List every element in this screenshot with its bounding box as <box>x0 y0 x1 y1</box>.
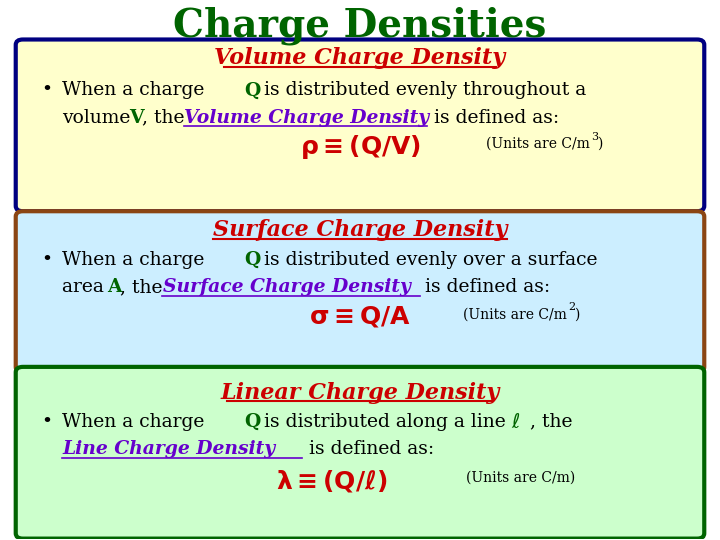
Text: •: • <box>41 413 52 430</box>
Text: is defined as:: is defined as: <box>419 279 550 296</box>
Text: is defined as:: is defined as: <box>428 109 559 127</box>
Text: Surface Charge Density: Surface Charge Density <box>163 279 410 296</box>
Text: •: • <box>41 251 52 269</box>
Text: Volume Charge Density: Volume Charge Density <box>215 48 505 69</box>
Text: is distributed evenly over a surface: is distributed evenly over a surface <box>258 251 598 269</box>
Text: , the: , the <box>120 279 169 296</box>
Text: Charge Densities: Charge Densities <box>174 7 546 45</box>
Text: Linear Charge Density: Linear Charge Density <box>220 382 500 403</box>
Text: , the: , the <box>530 413 572 430</box>
Text: 3: 3 <box>591 132 598 142</box>
Text: When a charge: When a charge <box>63 413 211 430</box>
Text: $\mathbf{\lambda \equiv (Q/\ell)}$: $\mathbf{\lambda \equiv (Q/\ell)}$ <box>276 468 387 494</box>
Text: 2: 2 <box>568 302 575 312</box>
Text: Surface Charge Density: Surface Charge Density <box>213 219 507 241</box>
Text: Q: Q <box>244 251 260 269</box>
Text: ): ) <box>575 307 580 321</box>
Text: , the: , the <box>142 109 191 127</box>
FancyBboxPatch shape <box>16 211 704 372</box>
Text: (Units are C/m: (Units are C/m <box>485 137 590 151</box>
Text: Line Charge Density: Line Charge Density <box>63 440 276 458</box>
Text: •: • <box>41 82 52 99</box>
Text: When a charge: When a charge <box>63 251 211 269</box>
Text: (Units are C/m: (Units are C/m <box>462 307 567 321</box>
Text: $\mathbf{\rho \equiv (Q/V)}$: $\mathbf{\rho \equiv (Q/V)}$ <box>300 133 420 161</box>
Text: is distributed evenly throughout a: is distributed evenly throughout a <box>258 82 586 99</box>
Text: Q: Q <box>244 82 260 99</box>
Text: Volume Charge Density: Volume Charge Density <box>184 109 429 127</box>
Text: $\ell$: $\ell$ <box>510 411 520 431</box>
Text: V: V <box>129 109 144 127</box>
Text: $\mathbf{\sigma \equiv Q/A}$: $\mathbf{\sigma \equiv Q/A}$ <box>309 305 411 329</box>
Text: A: A <box>107 279 122 296</box>
Text: volume: volume <box>63 109 137 127</box>
Text: Q: Q <box>244 413 260 430</box>
FancyBboxPatch shape <box>16 39 704 211</box>
Text: is defined as:: is defined as: <box>302 440 433 458</box>
Text: When a charge: When a charge <box>63 82 211 99</box>
Text: is distributed along a line: is distributed along a line <box>258 413 512 430</box>
Text: area: area <box>63 279 110 296</box>
FancyBboxPatch shape <box>16 367 704 538</box>
Text: (Units are C/m): (Units are C/m) <box>466 471 575 485</box>
Text: ): ) <box>598 137 603 151</box>
